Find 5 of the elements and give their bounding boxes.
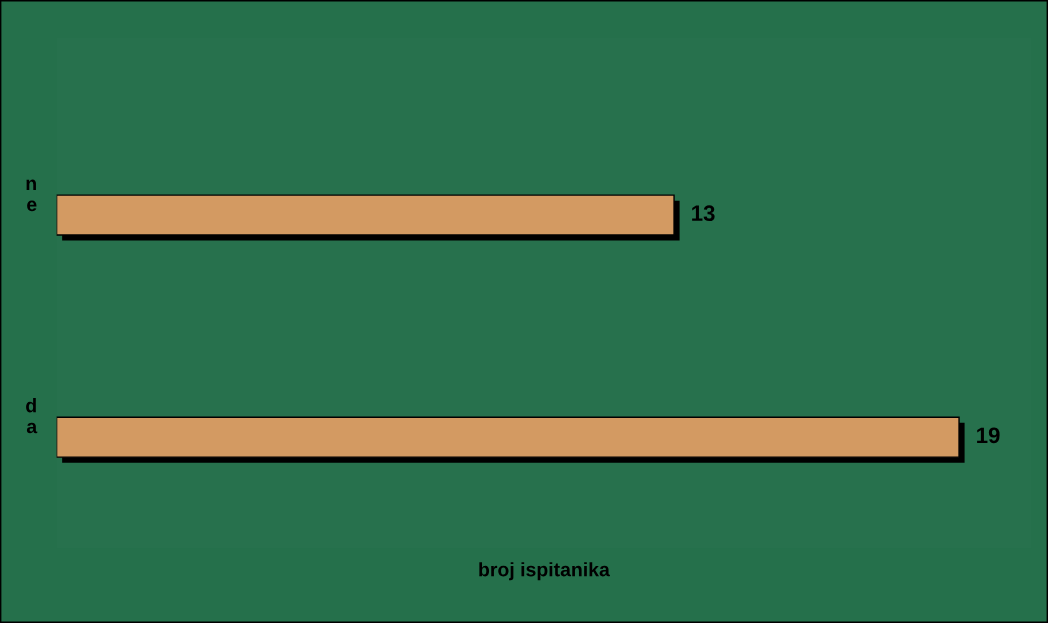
y-tick-label: da [26, 398, 38, 434]
data-label: 13 [692, 205, 715, 222]
x-axis-title: broj ispitanika [479, 562, 610, 581]
data-label: 19 [977, 427, 1000, 444]
y-tick-label: ne [26, 179, 37, 212]
